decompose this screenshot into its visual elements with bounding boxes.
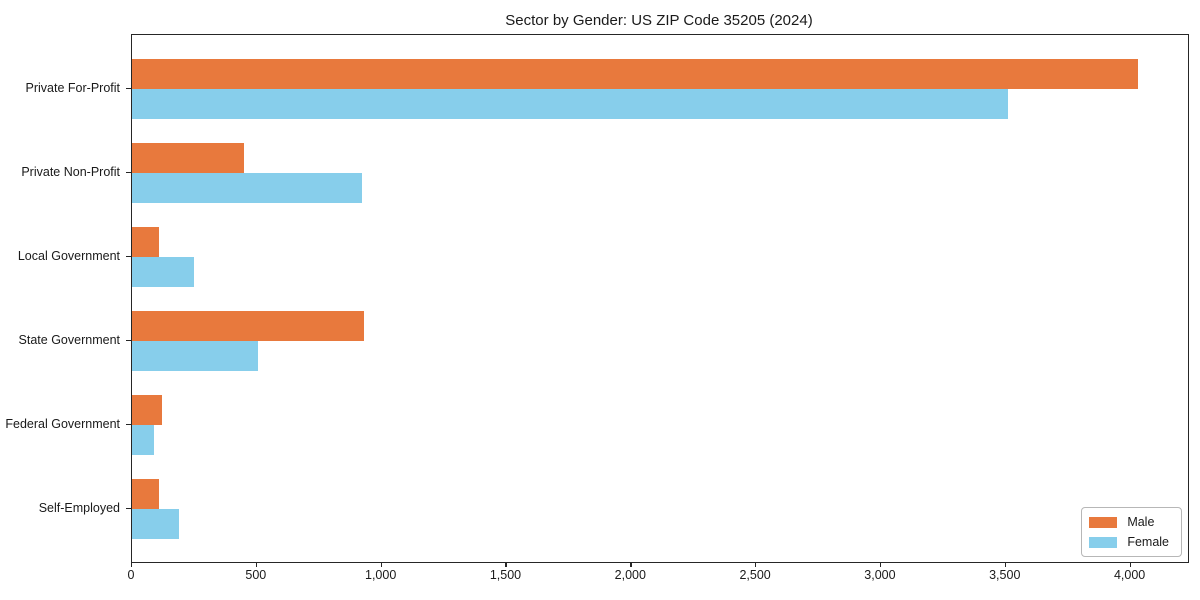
- y-axis-tick-mark: [126, 424, 131, 426]
- y-axis-tick-label: Private Non-Profit: [21, 165, 120, 179]
- legend-item-female: Female: [1089, 535, 1169, 549]
- bar-female-private-for-profit: [132, 89, 1008, 119]
- x-axis-tick-label: 3,000: [864, 568, 896, 582]
- chart-title: Sector by Gender: US ZIP Code 35205 (202…: [505, 12, 813, 29]
- y-axis-tick-mark: [126, 340, 131, 342]
- y-axis-tick-label: Self-Employed: [38, 501, 120, 515]
- x-axis-tick-mark: [505, 562, 507, 567]
- legend-label-female: Female: [1127, 535, 1169, 549]
- x-axis-tick-mark: [879, 562, 882, 567]
- x-axis-tick-mark: [255, 562, 258, 567]
- bar-female-state-government: [132, 341, 258, 371]
- y-axis-tick-label: Local Government: [17, 249, 120, 263]
- bar-female-federal-government: [132, 425, 154, 455]
- y-axis-tick-label: Federal Government: [5, 417, 120, 431]
- legend-item-male: Male: [1089, 515, 1169, 529]
- x-axis-tick-label: 0: [127, 568, 135, 582]
- x-axis-tick-label: 4,000: [1113, 568, 1146, 582]
- y-axis-tick-mark: [126, 88, 131, 90]
- legend-swatch-male: [1089, 516, 1118, 528]
- legend-label-male: Male: [1127, 515, 1155, 529]
- legend-swatch-female: [1089, 536, 1118, 548]
- plot-area: Male Female: [131, 34, 1189, 563]
- bar-male-private-non-profit: [132, 143, 244, 173]
- bar-male-private-for-profit: [132, 59, 1138, 89]
- x-axis-tick-label: 1,500: [489, 568, 522, 582]
- y-axis-tick-label: State Government: [18, 333, 120, 347]
- legend: Male Female: [1081, 507, 1182, 557]
- bar-female-self-employed: [132, 509, 179, 539]
- x-axis-tick-label: 500: [245, 568, 267, 582]
- x-axis-tick-mark: [1129, 562, 1131, 567]
- bar-male-state-government: [132, 311, 364, 341]
- y-axis-tick-mark: [126, 256, 131, 258]
- x-axis-tick-mark: [630, 562, 632, 567]
- x-axis-tick-label: 3,500: [989, 568, 1021, 582]
- x-axis-tick-label: 2,500: [739, 568, 771, 582]
- bar-male-local-government: [132, 227, 159, 257]
- y-axis-tick-mark: [126, 508, 131, 510]
- x-axis-tick-mark: [755, 562, 757, 567]
- x-axis-tick-mark: [131, 562, 133, 567]
- x-axis-tick-mark: [380, 562, 382, 567]
- x-axis-tick-mark: [1004, 562, 1007, 567]
- y-axis-tick-mark: [126, 172, 131, 174]
- bar-male-self-employed: [132, 479, 159, 509]
- y-axis-tick-label: Private For-Profit: [25, 81, 120, 95]
- bar-female-private-non-profit: [132, 173, 362, 203]
- x-axis-tick-label: 2,000: [614, 568, 646, 582]
- bar-male-federal-government: [132, 395, 162, 425]
- x-axis-tick-label: 1,000: [365, 568, 397, 582]
- bar-female-local-government: [132, 257, 194, 287]
